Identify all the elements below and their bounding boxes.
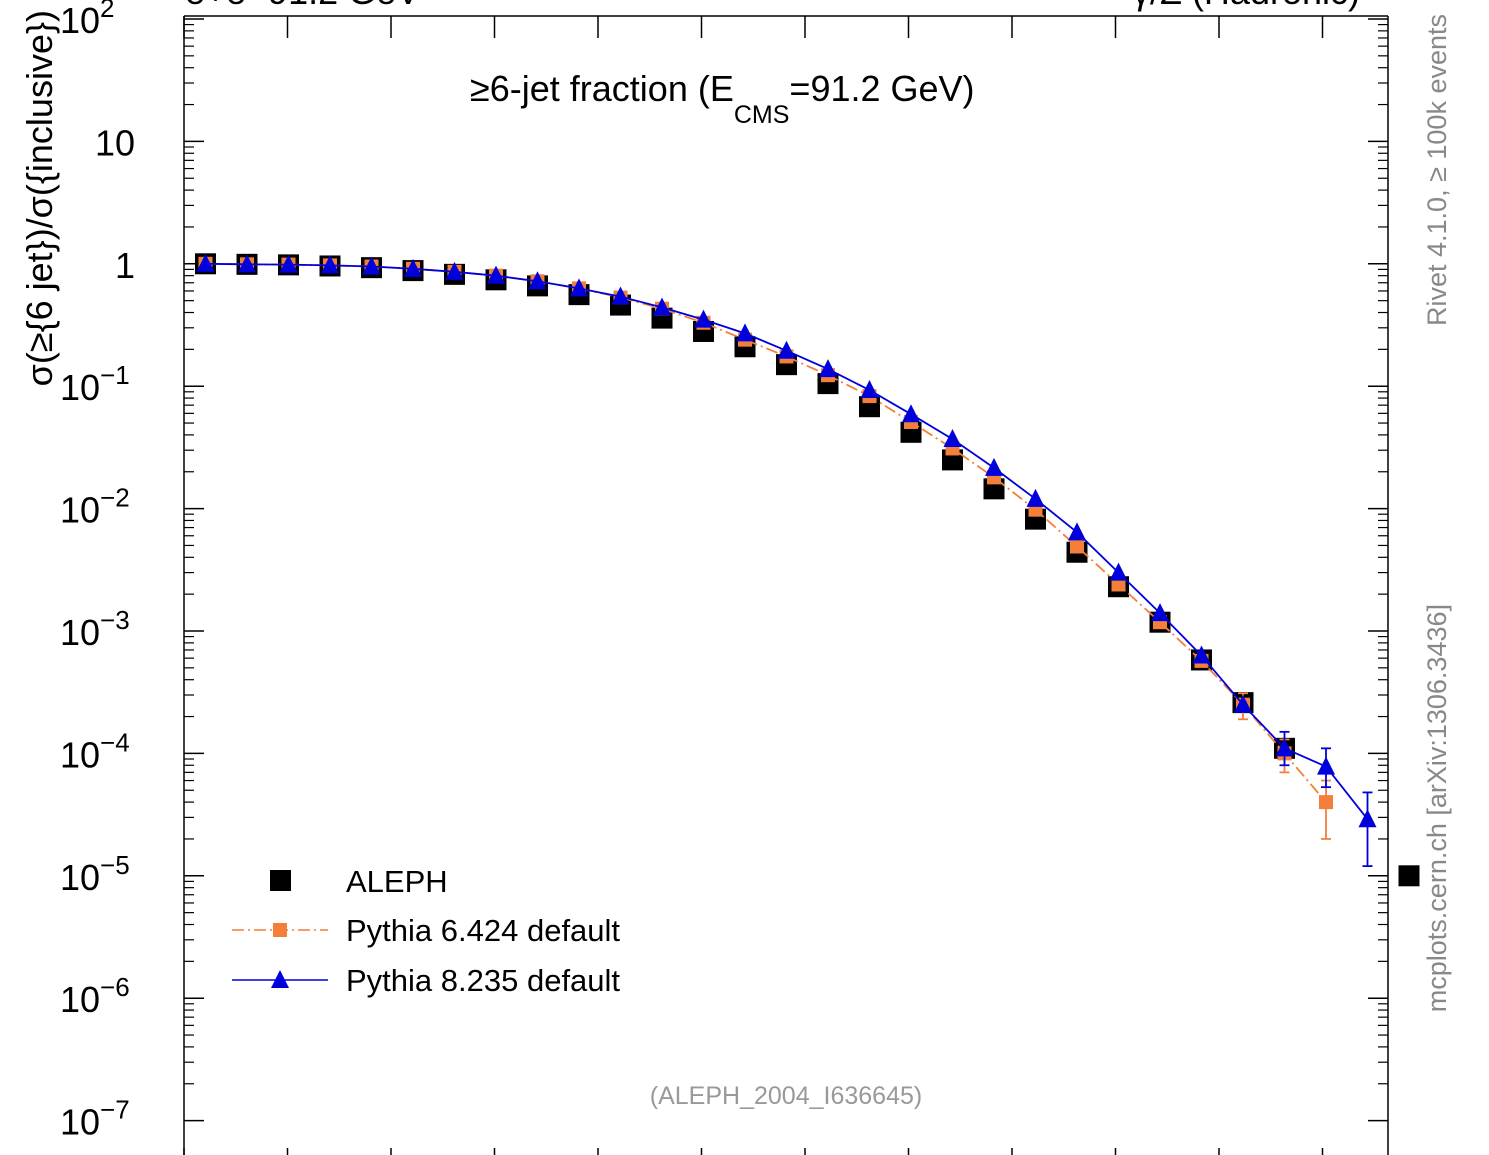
pythia8-point <box>528 271 547 290</box>
pythia6-line <box>205 262 1327 803</box>
y-tick-label-base: 10 <box>60 734 100 775</box>
pythia8-point <box>404 258 422 277</box>
y-tick-label-base: 10 <box>60 367 100 408</box>
pythia8-point <box>653 297 671 316</box>
legend: ALEPH Pythia 6.424 default Pythia 8.235 … <box>232 864 620 998</box>
pythia8-point <box>1234 694 1252 713</box>
pythia6-point <box>1111 577 1126 592</box>
y-tick-label-exponent: −6 <box>100 972 130 1002</box>
y-tick-label-base: 10 <box>60 979 100 1020</box>
pythia8-point <box>943 429 962 448</box>
pythia8-point <box>196 253 215 272</box>
y-tick-label: 10−4 <box>60 727 130 775</box>
mcplots-reference-text: mcplots.cern.ch [arXiv:1306.3436] <box>1422 604 1452 1012</box>
plot-frame <box>183 15 1389 1155</box>
legend-marker-aleph <box>270 870 291 891</box>
chart-title-sub: CMS <box>734 101 790 129</box>
y-tick-label-exponent: −3 <box>100 605 130 635</box>
x-axis-ticks <box>183 16 1324 1155</box>
y-tick-label-base: 10 <box>60 1102 100 1143</box>
chart-title-main: ≥6-jet fraction (E <box>470 68 734 109</box>
y-tick-label-exponent: −4 <box>100 727 130 757</box>
pythia8-point <box>1275 738 1294 757</box>
pythia8-point <box>279 254 298 273</box>
y-tick-label-base: 10 <box>60 490 100 531</box>
pythia8-point <box>1109 562 1128 581</box>
pythia8-point <box>611 286 630 305</box>
data-series <box>195 253 1420 887</box>
pythia8-point <box>1192 645 1211 664</box>
pythia8-point <box>1317 756 1335 775</box>
legend-marker-pythia8 <box>271 970 289 988</box>
pythia8-point <box>321 255 339 274</box>
y-tick-label: 10 <box>95 122 135 163</box>
chart-title-suffix: =91.2 GeV) <box>789 68 974 109</box>
header-left: e+e- 91.2 GeV <box>185 0 420 12</box>
rivet-version-text: Rivet 4.1.0, ≥ 100k events <box>1422 14 1452 326</box>
header-right: γ/Z (Hadronic) <box>1132 0 1360 12</box>
y-tick-label-exponent: −1 <box>100 360 130 390</box>
y-tick-label-exponent: −2 <box>100 483 130 513</box>
pythia8-point <box>860 380 879 399</box>
pythia8-point <box>445 261 464 280</box>
y-tick-label-base: 10 <box>60 0 100 41</box>
pythia8-point <box>736 323 754 342</box>
y-axis-label: σ(≥{6 jet})/σ({inclusive}) <box>19 10 60 386</box>
y-tick-label-exponent: −7 <box>100 1095 130 1125</box>
y-tick-label: 1 <box>115 245 135 286</box>
pythia8-point <box>985 457 1003 476</box>
pythia8-point <box>487 265 505 284</box>
y-tick-label: 10−5 <box>60 850 130 898</box>
pythia8-point <box>238 254 256 273</box>
y-tick-label: 10−6 <box>60 972 130 1020</box>
legend-marker-pythia6 <box>273 923 287 937</box>
analysis-annotation: (ALEPH_2004_I636645) <box>650 1082 922 1110</box>
legend-label-pythia8: Pythia 8.235 default <box>346 963 620 998</box>
pythia8-point <box>694 309 713 328</box>
legend-label-pythia6: Pythia 6.424 default <box>346 913 620 948</box>
pythia8-point <box>570 278 588 297</box>
pythia6-point <box>1070 539 1084 554</box>
pythia8-point <box>362 256 381 275</box>
pythia8-point <box>819 359 837 378</box>
y-tick-label-base: 10 <box>60 857 100 898</box>
y-tick-label: 10−7 <box>60 1095 130 1143</box>
chart-title: ≥6-jet fraction (ECMS=91.2 GeV) <box>470 68 975 129</box>
pythia6-point <box>1319 795 1333 810</box>
y-tick-label-exponent: −5 <box>100 850 130 880</box>
aleph-point <box>1398 865 1420 887</box>
pythia8-point <box>777 340 796 359</box>
y-tick-label-base: 10 <box>60 612 100 653</box>
y-tick-label-exponent: 2 <box>100 0 114 23</box>
pythia8-point <box>902 404 920 423</box>
pythia8-point <box>1068 522 1086 541</box>
y-tick-label: 10−2 <box>60 483 130 531</box>
pythia8-point <box>1151 603 1169 622</box>
pythia8-point <box>1026 488 1045 507</box>
y-tick-label: 10−1 <box>60 360 130 408</box>
y-tick-label: 10−3 <box>60 605 130 653</box>
legend-label-aleph: ALEPH <box>346 864 448 899</box>
pythia8-point <box>1358 809 1377 828</box>
y-tick-label: 102 <box>60 0 115 41</box>
